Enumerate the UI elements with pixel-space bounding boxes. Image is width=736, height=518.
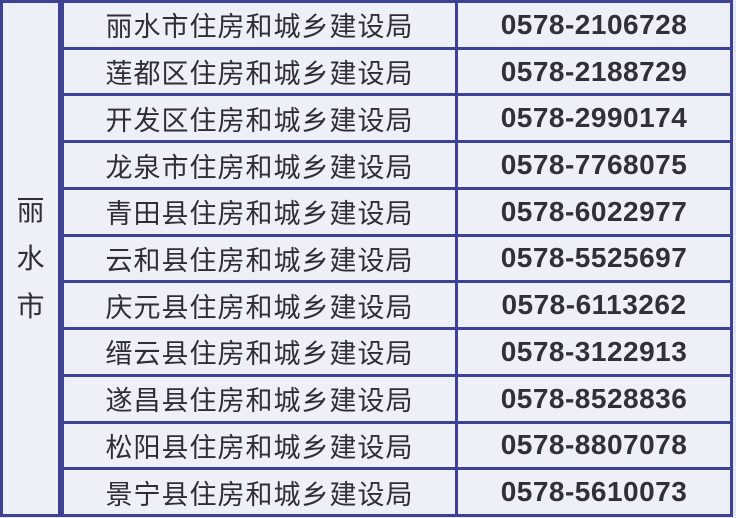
phone-number-cell: 0578-8807078 (458, 423, 730, 468)
phone-number-cell: 0578-5610073 (458, 470, 730, 514)
bureau-name-cell: 青田县住房和城乡建设局 (64, 189, 455, 234)
phone-number-cell: 0578-5525697 (458, 236, 730, 281)
phone-number-cell: 0578-2990174 (458, 96, 730, 141)
phone-number-cell: 0578-2188729 (458, 49, 730, 94)
bureau-name-cell: 开发区住房和城乡建设局 (64, 96, 455, 141)
region-label-char: 市 (16, 290, 45, 322)
bureau-name-cell: 龙泉市住房和城乡建设局 (64, 143, 455, 187)
bureau-name-cell: 缙云县住房和城乡建设局 (64, 330, 455, 374)
bureau-name-cell: 景宁县住房和城乡建设局 (64, 470, 455, 514)
phone-number-cell: 0578-3122913 (458, 330, 730, 374)
region-label-char: 丽 (16, 194, 45, 226)
region-label-char: 水 (16, 242, 45, 274)
phone-number-cell: 0578-2106728 (458, 3, 730, 47)
bureau-name-cell: 云和县住房和城乡建设局 (64, 236, 455, 281)
contact-rows: 丽水市住房和城乡建设局 0578-2106728 莲都区住房和城乡建设局 057… (64, 3, 730, 514)
phone-number-cell: 0578-6022977 (458, 189, 730, 234)
bureau-name-cell: 莲都区住房和城乡建设局 (64, 49, 455, 94)
phone-number-cell: 0578-7768075 (458, 143, 730, 187)
region-merged-cell: 丽 水 市 (3, 3, 58, 514)
phone-number-cell: 0578-8528836 (458, 376, 730, 421)
bureau-name-cell: 庆元县住房和城乡建设局 (64, 283, 455, 328)
bureau-name-cell: 松阳县住房和城乡建设局 (64, 423, 455, 468)
bureau-name-cell: 遂昌县住房和城乡建设局 (64, 376, 455, 421)
phone-number-cell: 0578-6113262 (458, 283, 730, 328)
bureau-name-cell: 丽水市住房和城乡建设局 (64, 3, 455, 47)
